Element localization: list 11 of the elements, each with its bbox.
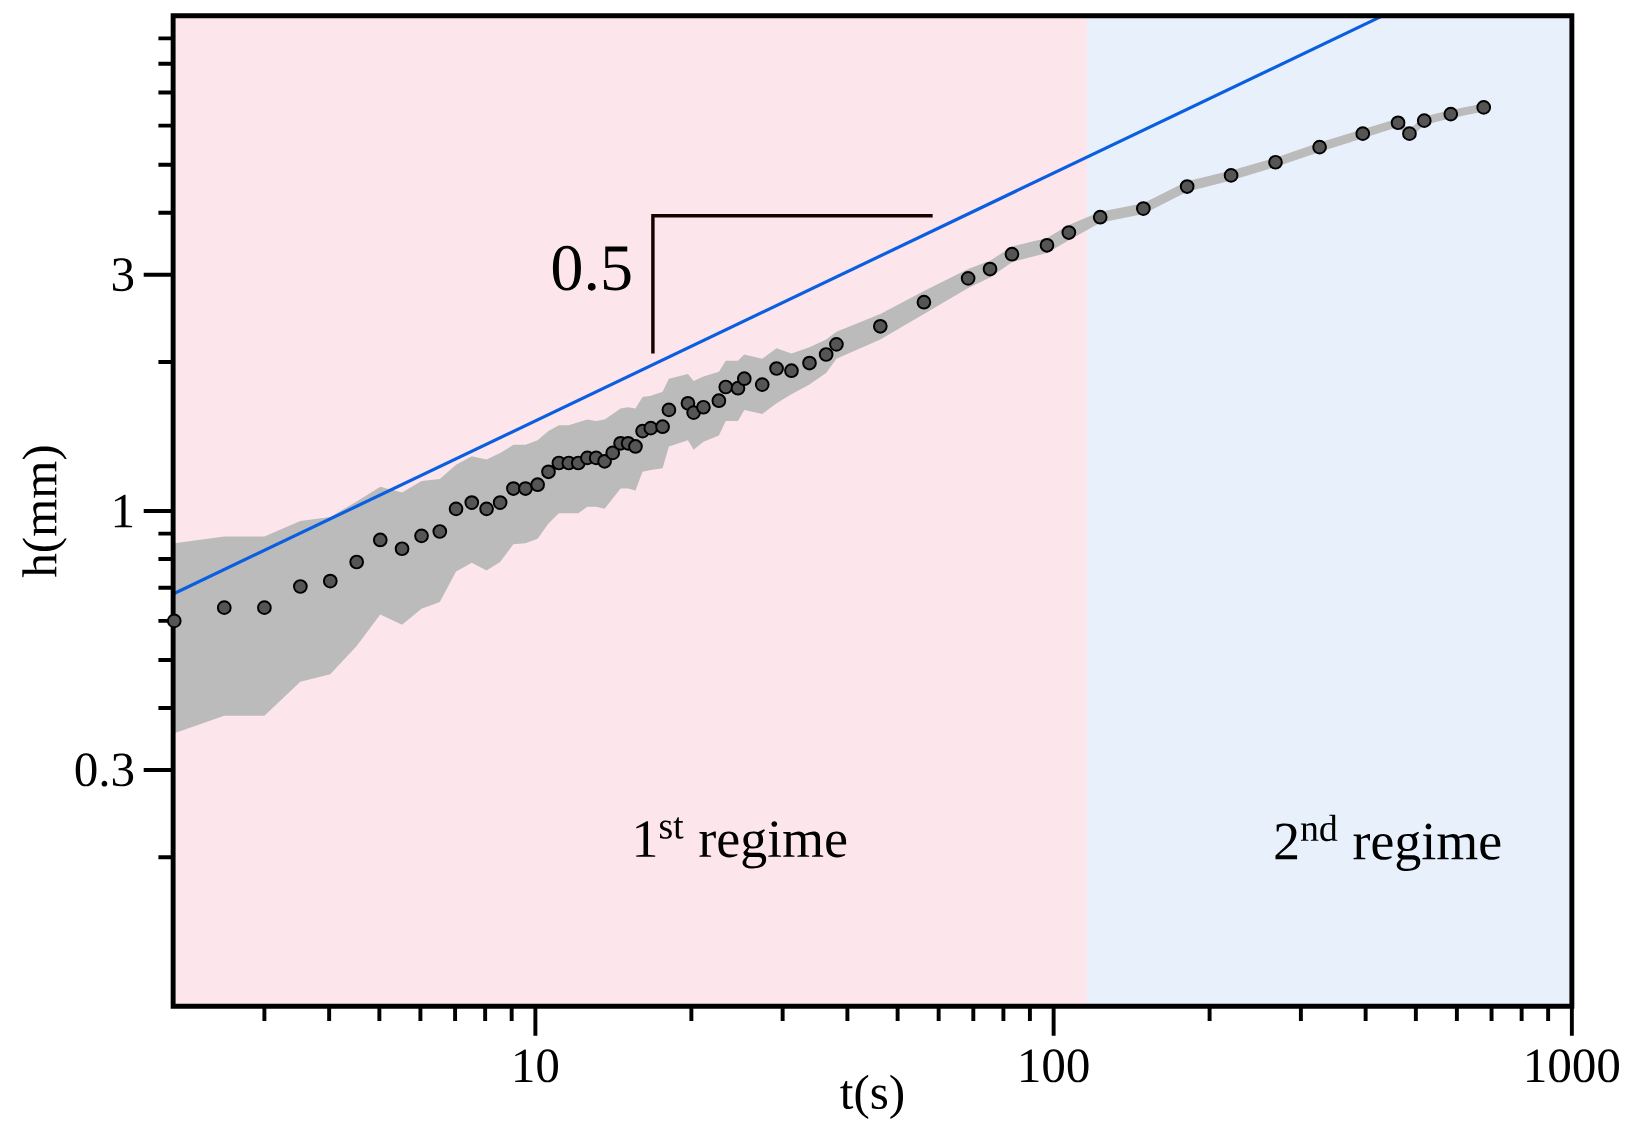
band-label: 1$^{st}$ regime	[636, 817, 847, 869]
x-tick-label: 10	[515, 1049, 559, 1083]
y-tick-label: 3	[112, 258, 134, 292]
band-label: 2$^{nd}$ regime	[1275, 814, 1501, 871]
annotation: 0.5	[552, 245, 631, 291]
x-tick-label: 1000	[1527, 1049, 1619, 1083]
x-axis-title: t(s)	[840, 1074, 904, 1119]
y-tick-label: 0.3	[75, 753, 134, 787]
x-tick-label: 100	[1021, 1049, 1089, 1083]
y-axis-title: h(mm)	[22, 446, 67, 578]
y-tick-label: 1	[114, 494, 133, 528]
